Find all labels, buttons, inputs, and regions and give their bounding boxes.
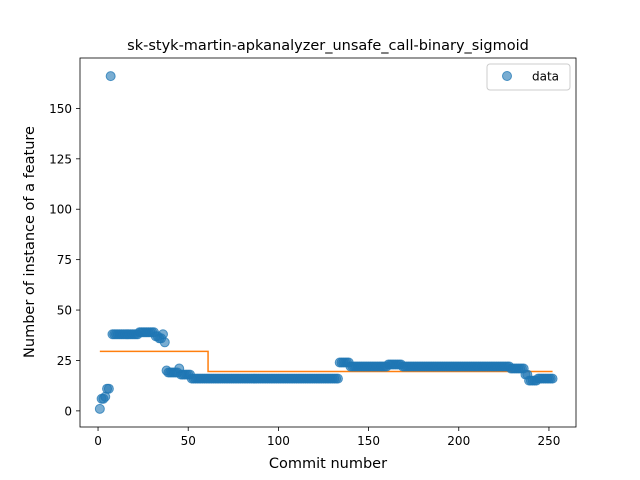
data-point (332, 373, 343, 384)
y-tick-label: 150 (49, 102, 72, 116)
legend-marker-data (502, 71, 512, 81)
chart-title: sk-styk-martin-apkanalyzer_unsafe_call-b… (127, 38, 529, 54)
y-axis-label: Number of instance of a feature (22, 126, 38, 358)
data-point (94, 403, 105, 414)
axes (79, 57, 577, 428)
y-tick-label: 0 (64, 404, 72, 418)
x-tick-label: 150 (357, 434, 380, 448)
data-point (103, 383, 114, 394)
y-tick-label: 50 (57, 304, 72, 318)
x-tick-label: 50 (181, 434, 196, 448)
x-tick-label: 250 (537, 434, 560, 448)
axes-frame (79, 57, 577, 428)
data-point (105, 71, 116, 82)
x-axis-ticks: 0 50 100 150 200 250 (94, 427, 560, 448)
data-point (159, 337, 170, 348)
x-axis-label: Commit number (269, 456, 387, 472)
legend-label-data: data (532, 70, 559, 84)
legend: data (486, 63, 571, 91)
y-tick-label: 75 (57, 253, 72, 267)
fit-line (99, 350, 553, 373)
x-tick-label: 0 (94, 434, 102, 448)
x-tick-label: 200 (447, 434, 470, 448)
y-tick-label: 25 (57, 354, 72, 368)
legend-frame (486, 63, 571, 91)
data-point (547, 373, 558, 384)
fit-line-series (99, 350, 553, 373)
data-point (157, 329, 168, 340)
x-tick-label: 100 (267, 434, 290, 448)
y-axis-ticks: 0 25 50 75 100 125 150 (49, 102, 80, 418)
y-tick-label: 125 (49, 152, 72, 166)
y-tick-label: 100 (49, 203, 72, 217)
data-points-series (94, 71, 558, 414)
